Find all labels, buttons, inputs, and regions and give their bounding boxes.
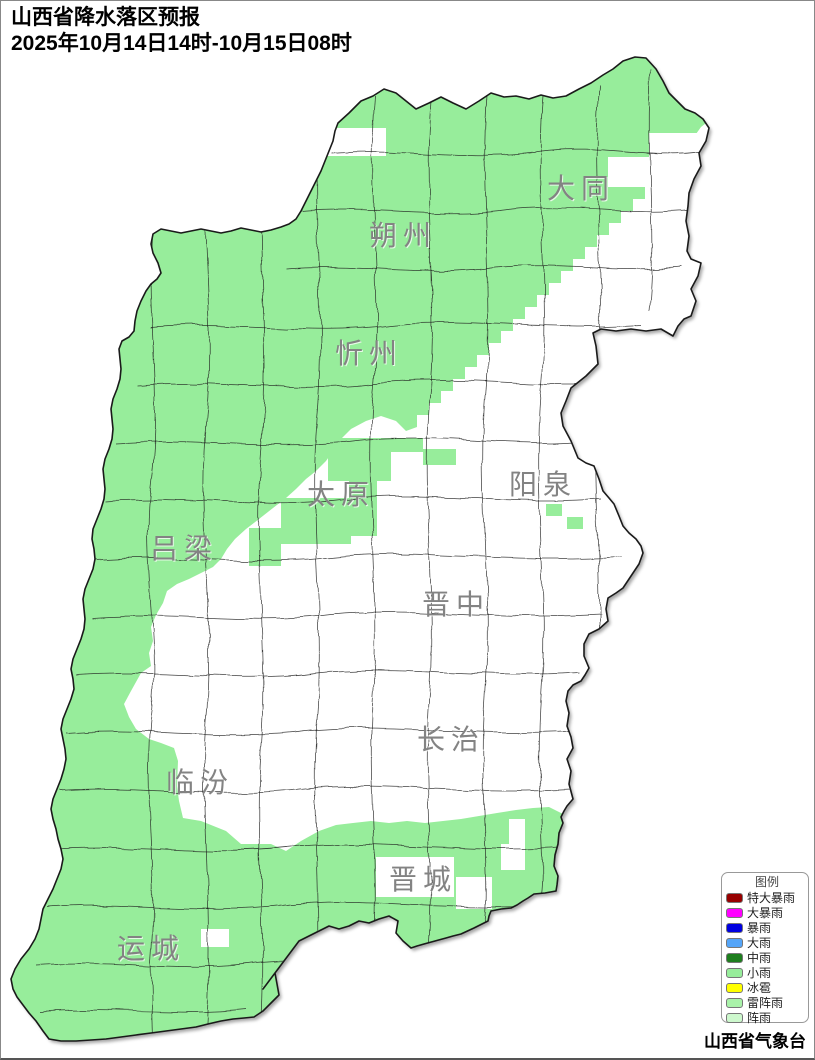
legend-item-label: 中雨 [747,951,772,965]
legend-item: 中雨 [726,950,808,965]
city-label-吕梁: 吕梁 [149,533,219,564]
legend-item: 暴雨 [726,920,808,935]
legend-item: 特大暴雨 [726,890,808,905]
legend-title: 图例 [754,875,779,889]
map-title-block: 山西省降水落区预报 2025年10月14日14时-10月15日08时 [11,5,352,57]
legend-swatch-hail [726,982,743,993]
legend-item-label: 暴雨 [747,921,772,935]
legend-item: 雷阵雨 [726,995,808,1010]
legend-swatch-shower [726,1012,743,1023]
legend-swatch-moderate-rain [726,952,743,963]
legend-swatch-thundershower [726,997,743,1008]
legend-item: 大雨 [726,935,808,950]
city-label-运城: 运城 [116,933,186,964]
legend-item: 冰雹 [726,980,808,995]
legend-swatch-light-rain [726,967,743,978]
city-label-忻州: 忻州 [334,338,404,369]
legend-item-label: 大暴雨 [747,906,784,920]
legend-item-label: 小雨 [747,966,772,980]
legend-item: 阵雨 [726,1010,808,1025]
legend-item-label: 冰雹 [747,981,772,995]
legend-swatch-heavy-rainstorm [726,907,743,918]
legend-item-label: 阵雨 [747,1011,772,1025]
legend-item-label: 雷阵雨 [747,996,784,1010]
city-label-阳泉: 阳泉 [508,469,578,500]
city-label-大同: 大同 [546,173,616,204]
legend-item-label: 大雨 [747,936,772,950]
legend-item-label: 特大暴雨 [747,891,796,905]
legend-swatch-extreme-rainstorm [726,892,743,903]
legend: 图例 特大暴雨 大暴雨 暴雨 大雨 中雨 小雨 冰雹 [721,872,809,1025]
city-label-临汾: 临汾 [165,767,235,798]
city-label-晋城: 晋城 [388,864,458,895]
city-label-太原: 太原 [306,479,376,510]
legend-item: 小雨 [726,965,808,980]
county-boundaries [35,70,702,1041]
city-label-晋中: 晋中 [421,589,491,620]
city-label-朔州: 朔州 [368,220,438,251]
city-label-长治: 长治 [416,724,486,755]
legend-swatch-rainstorm [726,922,743,933]
source-attribution: 山西省气象台 [704,1032,806,1051]
legend-swatch-heavy-rain [726,937,743,948]
map-title: 山西省降水落区预报 [11,6,200,29]
map-subtitle-validity-period: 2025年10月14日14时-10月15日08时 [11,32,352,55]
legend-item: 大暴雨 [726,905,808,920]
